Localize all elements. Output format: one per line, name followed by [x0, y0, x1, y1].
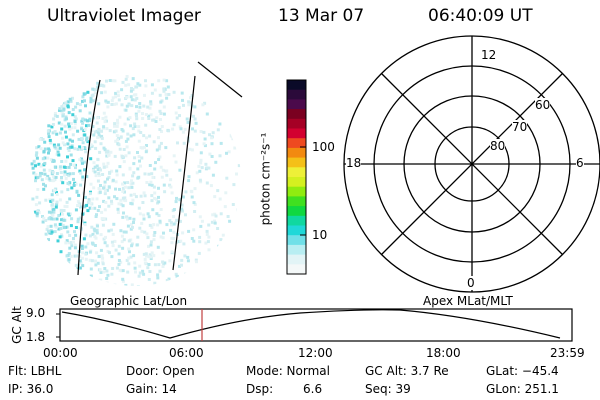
gc-alt-ytick-top: 9.0 — [26, 306, 46, 320]
colorbar-segment — [287, 206, 306, 217]
gc-alt-frame — [59, 308, 573, 342]
colorbar-segment — [287, 254, 306, 265]
gc-alt-left-title: Geographic Lat/Lon — [70, 294, 188, 308]
mlt-label-18: 18 — [346, 156, 362, 170]
gc-alt-curve — [61, 309, 561, 339]
gc-alt-right-title: Apex MLat/MLT — [423, 294, 513, 308]
uv-image — [30, 75, 241, 286]
gc-alt-xtick-4: 23:59 — [550, 346, 585, 360]
colorbar — [287, 80, 306, 275]
colorbar-segment — [287, 157, 306, 168]
geographic-grid-lines — [77, 61, 243, 276]
colorbar-label-10: 10 — [312, 228, 328, 242]
mlat-label-70: 70 — [512, 120, 528, 134]
gc-alt-ytick-bottom: 1.8 — [26, 330, 46, 344]
info-mode: Mode: Normal — [246, 364, 330, 378]
gc-alt-xtick-1: 06:00 — [169, 346, 204, 360]
gc-alt-xtick-3: 18:00 — [426, 346, 461, 360]
instrument-title: Ultraviolet Imager — [47, 6, 201, 26]
colorbar-segment — [287, 118, 306, 129]
colorbar-segment — [287, 264, 306, 275]
info-dsp-label: Dsp: — [246, 382, 274, 396]
info-glat: GLat: −45.4 — [486, 364, 559, 378]
mlt-label-6: 6 — [576, 156, 584, 170]
colorbar-segment — [287, 167, 306, 178]
mlat-label-80: 80 — [490, 139, 506, 153]
gc-alt-xtick-0: 00:00 — [43, 346, 78, 360]
colorbar-segment — [287, 186, 306, 197]
colorbar-segment — [287, 109, 306, 120]
colorbar-unit: photon cm⁻²s⁻¹ — [258, 132, 273, 226]
colorbar-frame — [286, 79, 307, 275]
colorbar-segment — [287, 80, 306, 91]
time-label: 06:40:09 UT — [428, 6, 533, 26]
info-gain: Gain: 14 — [126, 382, 177, 396]
mlt-label-0: 0 — [467, 276, 475, 290]
info-seq: Seq: 39 — [365, 382, 411, 396]
colorbar-label-100: 100 — [312, 140, 335, 154]
colorbar-segment — [287, 244, 306, 256]
info-dsp-value: 6.6 — [303, 382, 323, 396]
colorbar-segment — [287, 99, 306, 110]
gc-alt-ylabel: GC Alt — [9, 306, 24, 344]
colorbar-segment — [287, 235, 306, 246]
colorbar-segment — [287, 177, 306, 188]
gc-alt-xtick-2: 12:00 — [298, 346, 333, 360]
info-gc-alt: GC Alt: 3.7 Re — [365, 364, 449, 378]
date-label: 13 Mar 07 — [278, 6, 365, 26]
colorbar-segment — [287, 196, 306, 207]
colorbar-segment — [287, 147, 306, 159]
mlt-label-12: 12 — [481, 48, 497, 62]
polar-plot — [343, 35, 600, 293]
colorbar-segment — [287, 225, 306, 236]
colorbar-segment — [287, 138, 306, 149]
colorbar-segment — [287, 128, 306, 139]
colorbar-segment — [287, 215, 306, 226]
info-flt: Flt: LBHL — [8, 364, 62, 378]
mlat-label-60: 60 — [535, 98, 551, 112]
colorbar-segment — [287, 89, 306, 100]
info-door: Door: Open — [126, 364, 195, 378]
info-glon: GLon: 251.1 — [486, 382, 559, 396]
info-ip: IP: 36.0 — [8, 382, 54, 396]
